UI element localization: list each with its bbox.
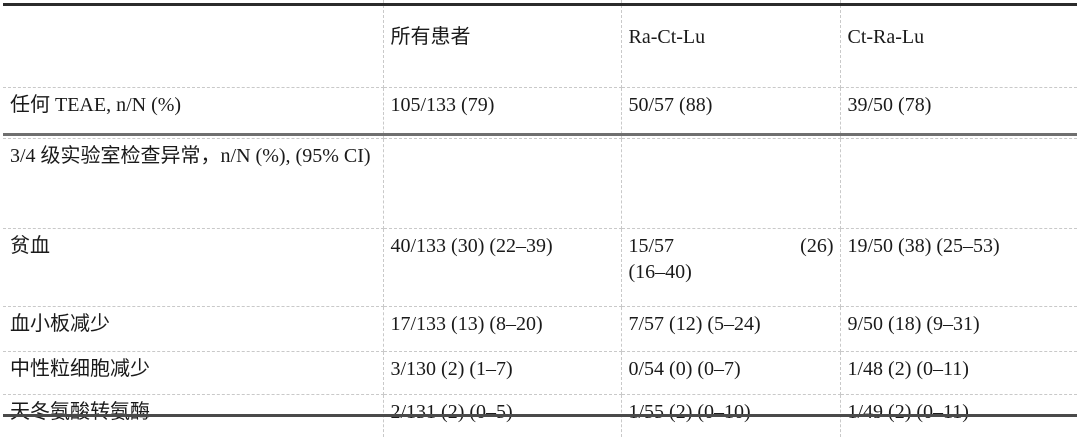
- column-header-ra-ct-lu-text: Ra-Ct-Lu: [628, 26, 706, 48]
- table-row: 血小板减少 17/133 (13) (8–20) 7/57 (12) (5–24…: [3, 306, 1077, 352]
- cell-value: 17/133 (13) (8–20): [390, 313, 543, 335]
- column-header-all-patients: 所有患者: [383, 0, 622, 88]
- cell-any-teae-all-patients: 105/133 (79): [383, 87, 622, 139]
- row-label-text: 任何 TEAE, n/N (%): [10, 94, 182, 116]
- cell-neutropenia-ra-ct-lu: 0/54 (0) (0–7): [621, 351, 841, 395]
- row-label-thrombocytopenia: 血小板减少: [3, 306, 384, 352]
- cell-value: 40/133 (30) (22–39): [390, 235, 553, 257]
- cell-grade-34-ra-ct-lu: [621, 138, 841, 229]
- cell-value: 39/50 (78): [847, 94, 932, 116]
- column-header-label: [3, 0, 384, 88]
- row-label-neutropenia: 中性粒细胞减少: [3, 351, 384, 395]
- table-section-rule: [3, 133, 1077, 136]
- table-row: 贫血 40/133 (30) (22–39) 15/57 (26) (16–40…: [3, 228, 1077, 307]
- cell-ast-ct-ra-lu: 1/49 (2) (0–11): [840, 395, 1077, 438]
- row-label-text: 中性粒细胞减少: [10, 358, 150, 380]
- cell-value: 19/50 (38) (25–53): [847, 235, 1000, 257]
- cell-neutropenia-all-patients: 3/130 (2) (1–7): [383, 351, 622, 395]
- cell-value-percent: (26): [800, 235, 834, 257]
- table-row: 任何 TEAE, n/N (%) 105/133 (79) 50/57 (88)…: [3, 87, 1077, 139]
- table-header-row: 所有患者 Ra-Ct-Lu Ct-Ra-Lu: [3, 0, 1077, 88]
- adverse-events-table: 所有患者 Ra-Ct-Lu Ct-Ra-Lu 任何 TEAE, n/N (%) …: [3, 0, 1077, 437]
- cell-value: 3/130 (2) (1–7): [390, 358, 513, 380]
- row-label-text: 贫血: [10, 235, 50, 257]
- cell-any-teae-ct-ra-lu: 39/50 (78): [840, 87, 1077, 139]
- cell-value: 1/55 (2) (0–10): [628, 401, 751, 423]
- row-label-anemia: 贫血: [3, 228, 384, 307]
- cell-thrombocytopenia-ra-ct-lu: 7/57 (12) (5–24): [621, 306, 841, 352]
- table-row: 3/4 级实验室检查异常，n/N (%), (95% CI): [3, 138, 1077, 229]
- cell-value: 0/54 (0) (0–7): [628, 358, 741, 380]
- cell-grade-34-all-patients: [383, 138, 622, 229]
- table-row: 中性粒细胞减少 3/130 (2) (1–7) 0/54 (0) (0–7) 1…: [3, 351, 1077, 395]
- cell-value: 9/50 (18) (9–31): [847, 313, 980, 335]
- cell-value: 105/133 (79): [390, 94, 495, 116]
- row-label-grade-34-lab-abnormality: 3/4 级实验室检查异常，n/N (%), (95% CI): [3, 138, 384, 229]
- cell-value: 1/48 (2) (0–11): [847, 358, 969, 380]
- column-header-all-patients-text: 所有患者: [390, 26, 471, 48]
- cell-thrombocytopenia-ct-ra-lu: 9/50 (18) (9–31): [840, 306, 1077, 352]
- cell-anemia-all-patients: 40/133 (30) (22–39): [383, 228, 622, 307]
- row-label-text: 血小板减少: [10, 313, 110, 335]
- cell-value: 50/57 (88): [628, 94, 713, 116]
- row-label-any-teae: 任何 TEAE, n/N (%): [3, 87, 384, 139]
- cell-value: 2/131 (2) (0–5): [390, 401, 513, 423]
- cell-thrombocytopenia-all-patients: 17/133 (13) (8–20): [383, 306, 622, 352]
- column-header-ra-ct-lu: Ra-Ct-Lu: [621, 0, 841, 88]
- cell-grade-34-ct-ra-lu: [840, 138, 1077, 229]
- cell-value: 7/57 (12) (5–24): [628, 313, 761, 335]
- cell-value-fraction: 15/57: [628, 235, 675, 257]
- row-label-text: 天冬氨酸转氨酶: [10, 401, 150, 423]
- table-bottom-rule: [3, 414, 1077, 417]
- cell-value-line-2: (16–40): [628, 261, 692, 283]
- column-header-ct-ra-lu: Ct-Ra-Lu: [840, 0, 1077, 88]
- table-top-rule: [3, 3, 1077, 6]
- cell-value-line-1: 15/57 (26): [629, 233, 834, 259]
- column-header-ct-ra-lu-text: Ct-Ra-Lu: [847, 26, 925, 48]
- cell-anemia-ct-ra-lu: 19/50 (38) (25–53): [840, 228, 1077, 307]
- cell-value: 1/49 (2) (0–11): [847, 401, 969, 423]
- row-label-text: 3/4 级实验室检查异常，n/N (%), (95% CI): [10, 145, 371, 167]
- cell-neutropenia-ct-ra-lu: 1/48 (2) (0–11): [840, 351, 1077, 395]
- cell-anemia-ra-ct-lu: 15/57 (26) (16–40): [621, 228, 841, 307]
- column-header-label-text: [10, 4, 377, 24]
- cell-any-teae-ra-ct-lu: 50/57 (88): [621, 87, 841, 139]
